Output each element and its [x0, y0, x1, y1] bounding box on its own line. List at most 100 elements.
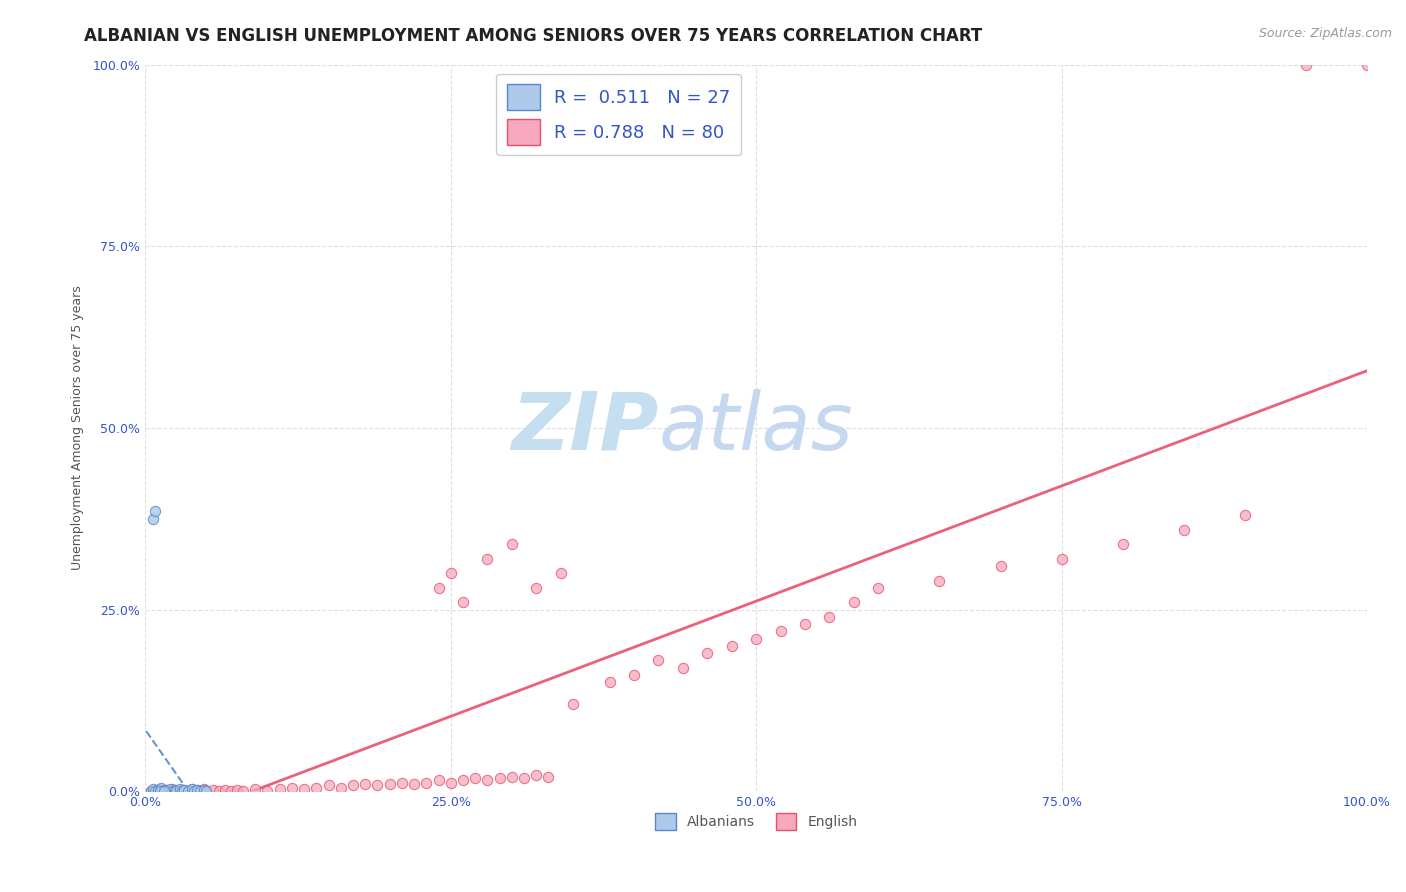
Point: [794, 617, 817, 632]
Point: [152, 784, 174, 798]
Point: [769, 624, 792, 639]
Point: [226, 782, 249, 797]
Point: [183, 784, 205, 798]
Point: [720, 639, 742, 653]
Point: [269, 782, 291, 797]
Point: [163, 782, 186, 797]
Point: [159, 782, 181, 797]
Point: [245, 782, 267, 797]
Point: [501, 770, 523, 784]
Point: [177, 784, 200, 798]
Text: ALBANIAN VS ENGLISH UNEMPLOYMENT AMONG SENIORS OVER 75 YEARS CORRELATION CHART: ALBANIAN VS ENGLISH UNEMPLOYMENT AMONG S…: [84, 27, 983, 45]
Point: [156, 782, 179, 797]
Point: [183, 784, 205, 798]
Point: [440, 566, 463, 581]
Point: [1233, 508, 1256, 523]
Point: [415, 775, 437, 789]
Point: [149, 782, 172, 797]
Point: [170, 784, 193, 798]
Point: [391, 775, 413, 789]
Point: [188, 784, 211, 798]
Point: [599, 675, 621, 690]
Point: [256, 784, 278, 798]
Point: [170, 784, 193, 798]
Point: [146, 782, 169, 797]
Y-axis label: Unemployment Among Seniors over 75 years: Unemployment Among Seniors over 75 years: [72, 285, 84, 570]
Text: ZIP: ZIP: [510, 389, 658, 467]
Point: [623, 668, 645, 682]
Point: [169, 782, 191, 797]
Point: [868, 581, 890, 595]
Point: [195, 784, 218, 798]
Legend: Albanians, English: Albanians, English: [650, 807, 863, 835]
Point: [550, 566, 572, 581]
Point: [146, 784, 169, 798]
Point: [152, 784, 174, 798]
Point: [501, 537, 523, 551]
Point: [232, 784, 254, 798]
Point: [818, 610, 841, 624]
Point: [143, 782, 166, 797]
Point: [524, 768, 547, 782]
Point: [537, 770, 560, 784]
Point: [149, 784, 172, 798]
Point: [342, 779, 364, 793]
Point: [152, 784, 174, 798]
Point: [451, 595, 474, 609]
Point: [378, 777, 401, 791]
Point: [451, 773, 474, 788]
Point: [990, 559, 1012, 574]
Point: [354, 777, 377, 791]
Text: Source: ZipAtlas.com: Source: ZipAtlas.com: [1258, 27, 1392, 40]
Point: [141, 784, 163, 798]
Point: [366, 779, 388, 793]
Point: [745, 632, 768, 646]
Point: [292, 782, 315, 797]
Point: [1112, 537, 1135, 551]
Point: [214, 782, 236, 797]
Point: [143, 504, 166, 518]
Point: [173, 782, 195, 797]
Point: [165, 784, 187, 798]
Point: [1355, 57, 1378, 71]
Point: [165, 784, 187, 798]
Point: [180, 782, 202, 797]
Point: [173, 782, 195, 797]
Point: [193, 782, 215, 797]
Point: [524, 581, 547, 595]
Point: [404, 777, 426, 791]
Point: [180, 782, 202, 797]
Point: [195, 784, 218, 798]
Point: [142, 512, 165, 526]
Point: [1173, 523, 1195, 537]
Point: [329, 780, 352, 795]
Point: [160, 782, 183, 797]
Point: [1050, 551, 1073, 566]
Point: [188, 784, 211, 798]
Point: [141, 784, 163, 798]
Point: [440, 775, 463, 789]
Point: [464, 771, 486, 785]
Point: [647, 653, 669, 667]
Point: [672, 661, 695, 675]
Point: [561, 697, 583, 711]
Point: [156, 784, 179, 798]
Point: [1295, 57, 1317, 71]
Point: [207, 784, 229, 798]
Point: [696, 646, 718, 660]
Point: [201, 782, 224, 797]
Point: [142, 782, 165, 797]
Point: [513, 771, 536, 785]
Point: [928, 574, 950, 588]
Point: [477, 551, 499, 566]
Point: [427, 581, 450, 595]
Point: [842, 595, 865, 609]
Point: [159, 784, 181, 798]
Point: [477, 773, 499, 788]
Point: [169, 782, 191, 797]
Point: [488, 771, 510, 785]
Point: [305, 780, 328, 795]
Point: [186, 782, 208, 797]
Point: [219, 784, 242, 798]
Point: [153, 782, 176, 797]
